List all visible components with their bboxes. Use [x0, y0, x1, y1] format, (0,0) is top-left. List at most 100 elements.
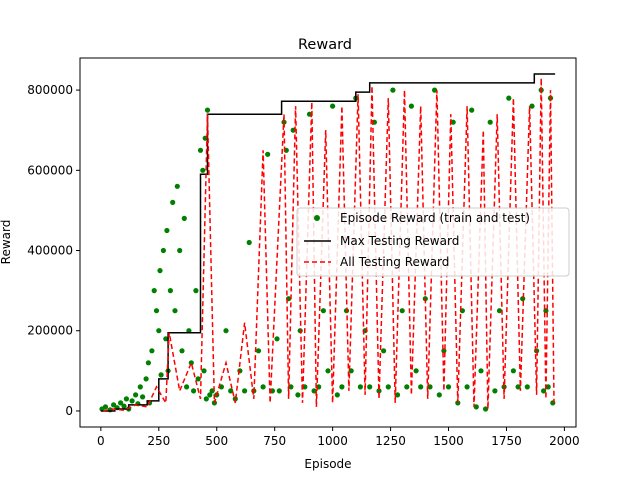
- data-point: [242, 388, 248, 394]
- data-point: [376, 388, 382, 394]
- data-point: [255, 348, 262, 354]
- data-point: [334, 392, 340, 398]
- data-point: [167, 288, 173, 294]
- data-point: [487, 119, 493, 125]
- data-point: [157, 268, 163, 274]
- data-point: [181, 215, 187, 221]
- data-point: [137, 384, 143, 390]
- data-point: [203, 396, 209, 402]
- x-tick-label: 2000: [549, 434, 580, 448]
- data-point: [478, 368, 484, 374]
- data-point: [432, 87, 438, 93]
- data-point: [464, 384, 470, 390]
- y-axis-label: Reward: [0, 220, 13, 265]
- data-point: [330, 103, 336, 109]
- data-point: [399, 308, 405, 314]
- data-point: [201, 368, 207, 374]
- data-point: [413, 368, 419, 374]
- data-point: [174, 183, 180, 189]
- data-point: [545, 384, 551, 390]
- data-point: [441, 348, 447, 354]
- data-point: [143, 376, 149, 382]
- data-point: [153, 308, 160, 314]
- legend: Episode Reward (train and test) Max Test…: [296, 207, 570, 277]
- data-point: [158, 372, 164, 378]
- legend-box: [296, 207, 570, 277]
- data-point: [320, 308, 326, 314]
- legend-marker-episode-reward: [314, 215, 320, 221]
- y-tick-label: 600000: [27, 163, 73, 177]
- chart-title: Reward: [298, 37, 352, 53]
- data-point: [515, 384, 521, 390]
- y-axis-ticks: 0 200000 400000 600000 800000: [27, 83, 80, 418]
- data-point: [179, 348, 185, 354]
- data-point: [496, 308, 503, 314]
- data-point: [469, 107, 475, 113]
- data-point: [193, 288, 199, 294]
- data-point: [207, 392, 213, 398]
- data-point: [151, 288, 157, 294]
- data-point: [140, 394, 146, 400]
- data-point: [357, 384, 363, 390]
- data-point: [223, 328, 229, 334]
- data-point: [276, 388, 282, 394]
- data-point: [394, 392, 401, 398]
- data-point: [145, 360, 151, 366]
- data-point: [265, 151, 271, 157]
- x-tick-label: 0: [97, 434, 105, 448]
- x-tick-label: 500: [205, 434, 228, 448]
- x-tick-label: 1500: [433, 434, 464, 448]
- data-point: [325, 368, 331, 374]
- data-point: [197, 147, 204, 153]
- data-point: [111, 402, 117, 408]
- plot-frame: [79, 57, 577, 428]
- data-point: [170, 199, 176, 205]
- legend-label-max-testing: Max Testing Reward: [340, 234, 459, 248]
- data-point: [163, 336, 169, 342]
- data-point: [483, 406, 489, 412]
- y-tick-label: 0: [65, 404, 73, 418]
- data-point: [129, 398, 135, 404]
- data-point: [204, 107, 211, 113]
- data-point: [172, 308, 178, 314]
- x-axis-ticks: 0 250 500 750 1000 1250 1500 1750 2000: [97, 427, 580, 448]
- data-point: [228, 388, 234, 394]
- data-point: [436, 392, 442, 398]
- data-point: [492, 388, 498, 394]
- series-max-testing-reward: [100, 73, 556, 412]
- data-point: [385, 384, 391, 390]
- data-point: [195, 376, 201, 382]
- x-tick-label: 1750: [491, 434, 522, 448]
- data-point: [367, 384, 373, 390]
- data-point: [506, 95, 512, 101]
- data-point: [408, 103, 414, 109]
- data-point: [381, 348, 387, 354]
- legend-label-all-testing: All Testing Reward: [340, 255, 449, 269]
- data-point: [445, 384, 452, 390]
- y-tick-label: 400000: [27, 244, 73, 258]
- data-point: [295, 392, 301, 398]
- data-point: [274, 336, 280, 342]
- data-point: [339, 384, 345, 390]
- data-point: [246, 239, 252, 246]
- y-tick-label: 800000: [27, 83, 73, 97]
- data-point: [404, 384, 410, 390]
- x-tick-label: 1000: [317, 434, 348, 448]
- data-point: [149, 348, 155, 354]
- data-point: [177, 247, 183, 254]
- data-point: [123, 396, 129, 402]
- data-point: [473, 404, 479, 410]
- data-point: [102, 404, 109, 410]
- data-point: [541, 388, 547, 394]
- data-point: [281, 119, 287, 125]
- data-point: [450, 119, 456, 125]
- data-point: [156, 328, 162, 334]
- data-point: [260, 384, 266, 390]
- x-tick-label: 750: [263, 434, 286, 448]
- data-point: [311, 388, 317, 394]
- x-axis-label: Episode: [304, 457, 351, 471]
- x-tick-label: 1250: [375, 434, 406, 448]
- data-point: [200, 167, 206, 173]
- y-tick-label: 200000: [27, 324, 73, 338]
